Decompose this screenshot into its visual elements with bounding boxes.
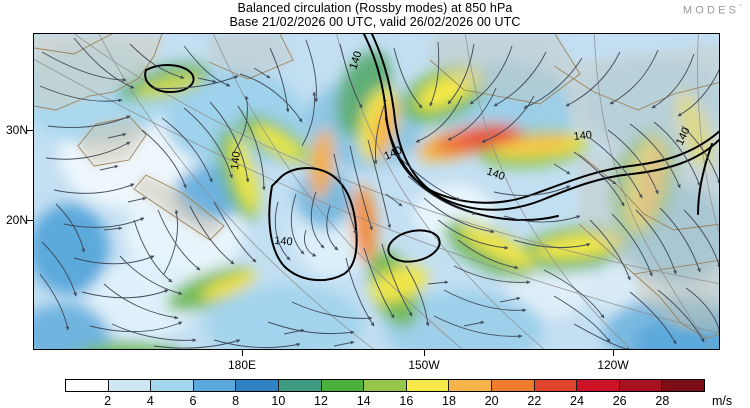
colorbar-segment-10 [491,380,535,391]
xtick-label-120w: 120W [597,358,629,372]
svg-text:140: 140 [229,151,243,171]
chart-subtitle: Base 21/02/2026 00 UTC, valid 26/02/2026… [229,15,521,29]
colorbar-segment-1 [108,380,152,391]
colorbar-tick-8: 8 [232,394,240,408]
weather-map-svg: 140 140 140 140 140 140 140 [34,34,719,349]
colorbar-tick-22: 22 [527,394,542,408]
colorbar-segment-14 [662,380,704,391]
colorbar-segment-9 [449,380,492,391]
colorbar-segment-4 [236,380,279,391]
svg-text:140: 140 [485,166,506,184]
brand-mark: ° [739,4,742,11]
xtick-mark-150w [424,350,426,356]
ytick-label-30n: 30N [5,123,28,137]
colorbar-tick-28: 28 [655,394,670,408]
colorbar-tick-20: 20 [484,394,499,408]
colorbar [65,379,705,392]
svg-text:140: 140 [347,50,364,71]
colorbar-segment-7 [364,380,407,391]
xtick-label-180e: 180E [227,358,257,372]
wind-arrows [99,67,617,347]
colorbar-segment-12 [577,380,620,391]
colorbar-tick-16: 16 [399,394,414,408]
colorbar-segment-6 [321,380,365,391]
colorbar-segment-8 [406,380,450,391]
colorbar-tick-14: 14 [356,394,371,408]
xtick-mark-180e [242,350,244,356]
colorbar-tick-12: 12 [314,394,328,408]
geopotential-contours [144,34,719,282]
colorbar-tick-6: 6 [189,394,197,408]
modes-logo: MODES° [683,4,742,17]
svg-text:140: 140 [573,129,593,143]
chart-title-block: Balanced circulation (Rossby modes) at 8… [0,1,750,29]
colorbar-segment-0 [66,380,109,391]
brand-name: MODES [682,4,740,17]
coastlines [34,34,719,339]
colorbar-segment-2 [151,380,194,391]
colorbar-tick-4: 4 [146,394,154,408]
colorbar-tick-18: 18 [442,394,456,408]
colorbar-tick-10: 10 [271,394,286,408]
colorbar-tick-26: 26 [612,394,627,408]
colorbar-segment-11 [534,380,578,391]
page-title: Balanced circulation (Rossby modes) at 8… [237,1,513,15]
colorbar-segment-13 [619,380,663,391]
xtick-mark-120w [613,350,615,356]
ytick-label-20n: 20N [5,213,28,227]
colorbar-segment-5 [278,380,322,391]
ytick-mark-20n [27,220,33,222]
xtick-label-150w: 150W [408,358,440,372]
svg-text:140: 140 [274,235,293,248]
colorbar-unit-label: m/s [712,394,733,408]
streamlines [39,37,719,349]
map-plot-area: 140 140 140 140 140 140 140 [33,33,720,350]
colorbar-tick-2: 2 [104,394,112,408]
colorbar-segment-3 [193,380,237,391]
ytick-mark-30n [27,130,33,132]
colorbar-tick-24: 24 [570,394,584,408]
